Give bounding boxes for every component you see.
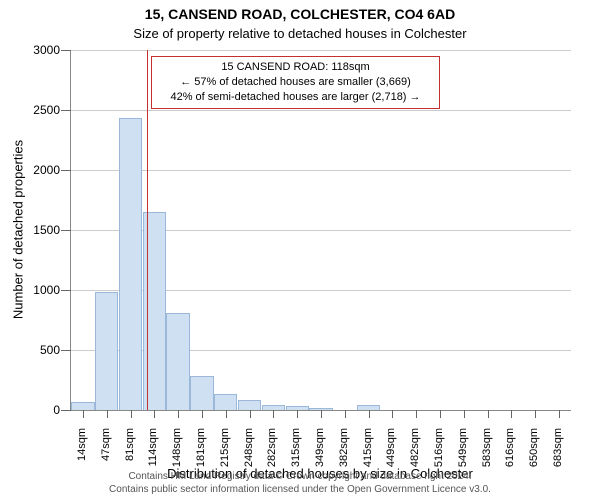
histogram-bar [190, 376, 213, 410]
x-tick-label: 248sqm [243, 428, 255, 478]
x-tick [535, 410, 536, 418]
x-tick-label: 616sqm [504, 428, 516, 478]
x-tick-label: 181sqm [195, 428, 207, 478]
x-tick [83, 410, 84, 418]
annotation-line-1: 15 CANSEND ROAD: 118sqm [221, 61, 369, 73]
x-tick [154, 410, 155, 418]
x-tick-label: 683sqm [552, 428, 564, 478]
x-tick [345, 410, 346, 418]
x-tick [273, 410, 274, 418]
x-tick-label: 583sqm [481, 428, 493, 478]
x-tick [464, 410, 465, 418]
annotation-line-3: 42% of semi-detached houses are larger (… [170, 91, 420, 103]
histogram-bar [119, 118, 142, 410]
x-tick [297, 410, 298, 418]
x-tick-label: 516sqm [433, 428, 445, 478]
x-tick [416, 410, 417, 418]
annotation-line-2: ← 57% of detached houses are smaller (3,… [180, 76, 411, 88]
y-tick [61, 290, 71, 291]
x-tick-label: 549sqm [457, 428, 469, 478]
y-tick-label: 3000 [10, 43, 60, 57]
x-tick-label: 482sqm [409, 428, 421, 478]
histogram-bar [166, 313, 189, 410]
y-tick [61, 350, 71, 351]
x-tick-label: 315sqm [290, 428, 302, 478]
y-tick-label: 500 [10, 343, 60, 357]
x-tick-label: 382sqm [338, 428, 350, 478]
histogram-bar [71, 402, 94, 410]
y-tick [61, 50, 71, 51]
x-tick [488, 410, 489, 418]
x-tick [440, 410, 441, 418]
y-tick-label: 2000 [10, 163, 60, 177]
x-tick [559, 410, 560, 418]
x-tick [202, 410, 203, 418]
y-tick [61, 230, 71, 231]
x-tick-label: 215sqm [219, 428, 231, 478]
y-tick-label: 2500 [10, 103, 60, 117]
x-tick-label: 282sqm [266, 428, 278, 478]
x-tick-label: 650sqm [528, 428, 540, 478]
x-tick [178, 410, 179, 418]
x-tick [511, 410, 512, 418]
x-tick [226, 410, 227, 418]
chart-container: 15, CANSEND ROAD, COLCHESTER, CO4 6AD Si… [0, 0, 600, 500]
x-tick [107, 410, 108, 418]
x-tick-label: 47sqm [100, 428, 112, 478]
footer-line-2: Contains public sector information licen… [109, 484, 491, 495]
y-tick-label: 1500 [10, 223, 60, 237]
y-tick [61, 170, 71, 171]
histogram-bar [238, 400, 261, 410]
x-tick [321, 410, 322, 418]
histogram-bar [214, 394, 237, 410]
marker-line [147, 50, 148, 410]
x-tick-label: 114sqm [147, 428, 159, 478]
chart-subtitle: Size of property relative to detached ho… [0, 26, 600, 41]
annotation-box: 15 CANSEND ROAD: 118sqm ← 57% of detached… [151, 56, 440, 109]
x-tick [369, 410, 370, 418]
x-tick-label: 81sqm [124, 428, 136, 478]
x-tick-label: 415sqm [362, 428, 374, 478]
y-tick-label: 0 [10, 403, 60, 417]
plot-area: 15 CANSEND ROAD: 118sqm ← 57% of detached… [70, 50, 571, 411]
y-tick [61, 410, 71, 411]
x-tick-label: 349sqm [314, 428, 326, 478]
y-tick-label: 1000 [10, 283, 60, 297]
x-tick [131, 410, 132, 418]
x-tick [392, 410, 393, 418]
chart-title: 15, CANSEND ROAD, COLCHESTER, CO4 6AD [0, 6, 600, 22]
x-tick-label: 14sqm [76, 428, 88, 478]
x-tick [250, 410, 251, 418]
x-tick-label: 148sqm [171, 428, 183, 478]
y-tick [61, 110, 71, 111]
x-tick-label: 449sqm [385, 428, 397, 478]
histogram-bar [95, 292, 118, 410]
